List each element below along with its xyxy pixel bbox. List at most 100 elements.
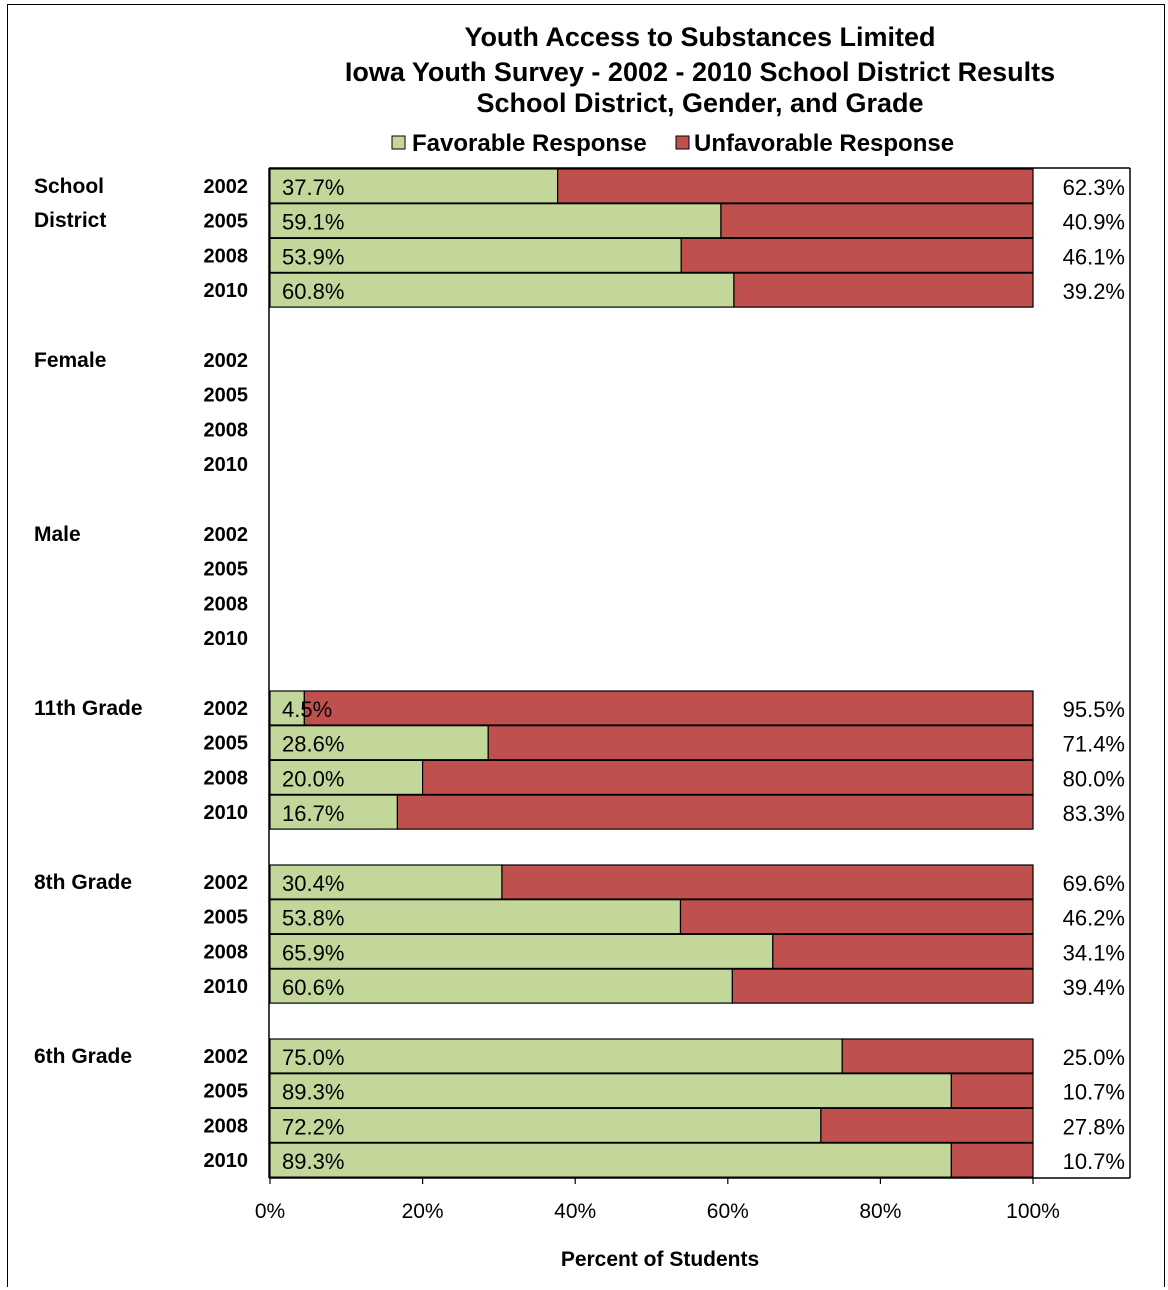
data-label-unfavorable-school-district-2008: 46.1%	[1063, 244, 1125, 269]
data-label-unfavorable-11th-grade-2008: 80.0%	[1063, 766, 1125, 791]
data-label-unfavorable-11th-grade-2005: 71.4%	[1063, 732, 1125, 757]
year-label-8th-grade-2002: 2002	[204, 872, 249, 894]
bar-favorable-6th-grade-2005	[269, 1073, 952, 1109]
group-label-female: Female	[34, 349, 106, 372]
bar-favorable-8th-grade-2002	[269, 864, 503, 900]
bar-unfavorable-6th-grade-2008	[820, 1107, 1034, 1144]
bar-favorable-8th-grade-2008	[269, 933, 774, 970]
data-label-favorable-8th-grade-2002: 30.4%	[282, 871, 344, 896]
year-label-school-district-2002: 2002	[204, 176, 249, 198]
group-label-8th-grade: 8th Grade	[34, 871, 132, 894]
bar-unfavorable-8th-grade-2008	[772, 933, 1034, 970]
x-axis-title: Percent of Students	[561, 1248, 759, 1271]
data-label-favorable-11th-grade-2008: 20.0%	[282, 766, 344, 791]
data-label-favorable-8th-grade-2005: 53.8%	[282, 906, 344, 931]
bar-favorable-6th-grade-2010	[269, 1142, 952, 1178]
year-label-male-2008: 2008	[204, 593, 249, 615]
chart-legend: Favorable Response Unfavorable Response	[391, 130, 954, 157]
data-label-unfavorable-8th-grade-2002: 69.6%	[1063, 871, 1125, 896]
bar-unfavorable-8th-grade-2005	[679, 899, 1034, 935]
data-label-unfavorable-8th-grade-2008: 34.1%	[1063, 940, 1125, 965]
bar-unfavorable-11th-grade-2008	[422, 759, 1034, 796]
data-label-unfavorable-school-district-2002: 62.3%	[1063, 175, 1125, 200]
x-tick-label-1: 20%	[402, 1200, 444, 1223]
data-label-unfavorable-6th-grade-2005: 10.7%	[1063, 1080, 1125, 1105]
bar-unfavorable-6th-grade-2002	[841, 1038, 1034, 1074]
x-tick-label-3: 60%	[707, 1200, 749, 1223]
data-label-favorable-school-district-2002: 37.7%	[282, 175, 344, 200]
year-label-11th-grade-2010: 2010	[204, 802, 249, 824]
bar-unfavorable-8th-grade-2010	[731, 968, 1034, 1004]
data-label-favorable-school-district-2010: 60.8%	[282, 279, 344, 304]
bar-unfavorable-8th-grade-2002	[501, 864, 1034, 900]
data-label-favorable-8th-grade-2008: 65.9%	[282, 940, 344, 965]
bar-favorable-6th-grade-2002	[269, 1038, 843, 1074]
plot-area: 37.7% 62.3% 59.1% 40.9% 53.9% 46.1% 60.8% 39.2%…	[269, 168, 1125, 1178]
chart-title-line-3: School District, Gender, and Grade	[476, 88, 923, 118]
chart-title-line-2: Iowa Youth Survey - 2002 - 2010 School D…	[345, 57, 1055, 87]
year-label-11th-grade-2005: 2005	[204, 733, 249, 755]
group-label-school-district: School District	[34, 175, 106, 232]
legend-swatch-unfavorable	[675, 135, 690, 150]
bar-unfavorable-school-district-2010	[733, 272, 1034, 308]
x-tick-label-5: 100%	[1006, 1200, 1060, 1223]
year-label-male-2002: 2002	[204, 524, 249, 546]
bar-unfavorable-6th-grade-2010	[950, 1142, 1034, 1178]
data-label-unfavorable-school-district-2010: 39.2%	[1063, 279, 1125, 304]
group-label-11th-grade: 11th Grade	[34, 697, 143, 720]
year-label-female-2010: 2010	[204, 454, 249, 476]
bar-favorable-8th-grade-2005	[269, 899, 682, 935]
year-label-6th-grade-2008: 2008	[204, 1115, 249, 1137]
chart-title: Youth Access to Substances Limited Iowa Y…	[345, 22, 1055, 118]
legend-label-unfavorable: Unfavorable Response	[694, 130, 954, 157]
bar-favorable-school-district-2008	[269, 237, 682, 273]
year-label-8th-grade-2010: 2010	[204, 976, 249, 998]
legend-swatch-favorable	[391, 135, 406, 150]
year-label-female-2005: 2005	[204, 385, 249, 407]
data-label-favorable-school-district-2005: 59.1%	[282, 210, 344, 235]
legend-label-favorable: Favorable Response	[412, 130, 647, 157]
year-label-6th-grade-2010: 2010	[204, 1150, 249, 1172]
bar-unfavorable-11th-grade-2002	[303, 690, 1034, 726]
year-label-6th-grade-2002: 2002	[204, 1046, 249, 1068]
bar-unfavorable-school-district-2002	[557, 168, 1034, 204]
data-label-unfavorable-8th-grade-2010: 39.4%	[1063, 975, 1125, 1000]
group-label-male: Male	[34, 523, 81, 546]
data-label-unfavorable-6th-grade-2008: 27.8%	[1063, 1114, 1125, 1139]
group-label-6th-grade: 6th Grade	[34, 1045, 132, 1068]
year-label-male-2005: 2005	[204, 559, 249, 581]
data-label-favorable-8th-grade-2010: 60.6%	[282, 975, 344, 1000]
data-label-favorable-school-district-2008: 53.9%	[282, 244, 344, 269]
data-label-unfavorable-6th-grade-2010: 10.7%	[1063, 1149, 1125, 1174]
bar-unfavorable-school-district-2008	[680, 237, 1034, 273]
data-label-favorable-11th-grade-2005: 28.6%	[282, 732, 344, 757]
bar-favorable-11th-grade-2005	[269, 725, 489, 761]
year-label-school-district-2005: 2005	[204, 211, 249, 233]
year-label-school-district-2008: 2008	[204, 245, 249, 267]
row-labels: School District 2002 2005 2008 2010 Female 2002…	[34, 175, 248, 1172]
bar-unfavorable-school-district-2005	[720, 203, 1034, 239]
bar-unfavorable-11th-grade-2005	[487, 725, 1034, 761]
year-label-8th-grade-2005: 2005	[204, 907, 249, 929]
year-label-8th-grade-2008: 2008	[204, 941, 249, 963]
data-label-favorable-6th-grade-2002: 75.0%	[282, 1045, 344, 1070]
data-label-unfavorable-11th-grade-2010: 83.3%	[1063, 801, 1125, 826]
data-label-favorable-11th-grade-2010: 16.7%	[282, 801, 344, 826]
data-label-favorable-6th-grade-2010: 89.3%	[282, 1149, 344, 1174]
chart-frame	[7, 4, 1165, 1287]
data-label-unfavorable-6th-grade-2002: 25.0%	[1063, 1045, 1125, 1070]
data-label-unfavorable-11th-grade-2002: 95.5%	[1063, 697, 1125, 722]
data-label-unfavorable-8th-grade-2005: 46.2%	[1063, 906, 1125, 931]
bar-unfavorable-6th-grade-2005	[950, 1073, 1034, 1109]
data-label-favorable-6th-grade-2008: 72.2%	[282, 1114, 344, 1139]
year-label-male-2010: 2010	[204, 628, 249, 650]
year-label-school-district-2010: 2010	[204, 280, 249, 302]
bar-unfavorable-11th-grade-2010	[396, 794, 1034, 830]
data-label-favorable-11th-grade-2002: 4.5%	[282, 697, 332, 722]
bar-favorable-school-district-2005	[269, 203, 722, 239]
data-label-unfavorable-school-district-2005: 40.9%	[1063, 210, 1125, 235]
chart-title-line-1: Youth Access to Substances Limited	[464, 22, 935, 52]
year-label-11th-grade-2008: 2008	[204, 767, 249, 789]
year-label-11th-grade-2002: 2002	[204, 698, 249, 720]
x-tick-label-0: 0%	[255, 1200, 285, 1223]
